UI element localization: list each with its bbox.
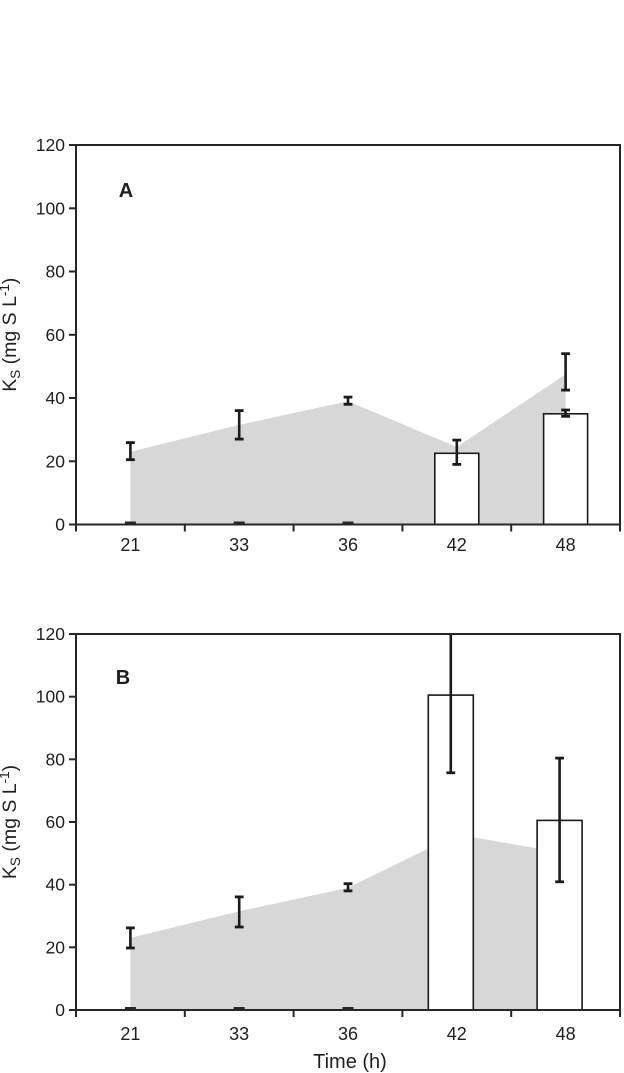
- zero-bar-mark: [342, 1007, 354, 1010]
- panel-label: A: [119, 180, 133, 202]
- y-axis-tick-label: 60: [46, 325, 66, 345]
- y-axis-tick-label: 0: [55, 515, 65, 535]
- x-axis-tick-label: 42: [447, 535, 467, 555]
- panel-a-chart: 0 20 40 60 80 100 120 21 33 36 42 48 A KS (mg S L-1): [0, 135, 621, 555]
- y-axis-tick-label: 100: [36, 198, 65, 218]
- y-axis-tick-label: 0: [55, 1000, 65, 1020]
- x-axis-tick-label: 21: [120, 535, 140, 555]
- y-axis-tick-label: 40: [46, 875, 66, 895]
- shaded-area-series: [130, 834, 566, 1010]
- bar: [542, 412, 589, 526]
- panel-b-chart: 0 20 40 60 80 100 120 21 33 36 42 48 B KS (mg S L-1) T…: [0, 624, 621, 1073]
- x-axis-tick-label: 33: [229, 535, 249, 555]
- y-axis-tick-label: 20: [46, 451, 66, 471]
- y-axis-tick-label: 100: [36, 687, 65, 707]
- zero-bar-mark: [124, 521, 136, 525]
- zero-bar-mark: [233, 1007, 245, 1010]
- y-axis-tick-label: 80: [46, 749, 66, 769]
- x-axis-tick-label: 33: [229, 1024, 249, 1044]
- y-axis-title: KS (mg S L-1): [0, 765, 23, 879]
- y-axis-tick-label: 60: [46, 812, 66, 832]
- x-axis-title: Time (h): [313, 1051, 387, 1073]
- y-axis-tick-label: 80: [46, 262, 66, 282]
- y-axis-tick-label: 20: [46, 937, 66, 957]
- x-axis-tick-label: 48: [556, 1024, 576, 1044]
- y-axis-tick-label: 40: [46, 388, 66, 408]
- panel-label: B: [116, 667, 130, 689]
- x-axis-tick-label: 42: [447, 1024, 467, 1044]
- y-axis-title: KS (mg S L-1): [0, 278, 23, 392]
- zero-bar-mark: [342, 521, 354, 525]
- zero-bar-mark: [124, 1007, 136, 1010]
- x-axis-tick-label: 36: [338, 535, 358, 555]
- y-axis-tick-label: 120: [36, 135, 65, 155]
- x-axis-tick-label: 21: [120, 1024, 140, 1044]
- x-axis-tick-label: 36: [338, 1024, 358, 1044]
- x-axis-tick-label: 48: [556, 535, 576, 555]
- y-axis-tick-label: 120: [36, 624, 65, 644]
- zero-bar-mark: [233, 521, 245, 525]
